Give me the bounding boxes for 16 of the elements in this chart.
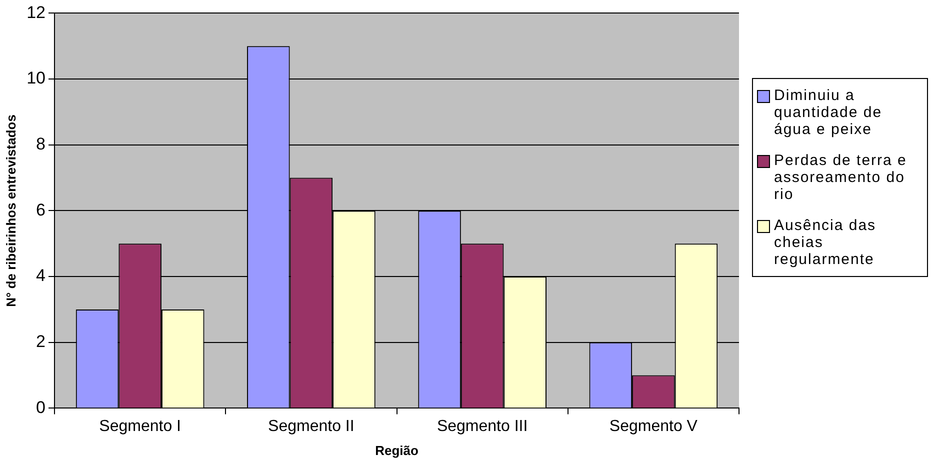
y-tick-label: 12 <box>26 2 46 22</box>
y-tick-label: 6 <box>36 200 46 220</box>
x-axis-title: Região <box>375 442 418 458</box>
y-axis-title: N° de ribeirinhos entrevistados <box>3 114 18 307</box>
legend-label: Diminuiu a quantidade de água e peixe <box>774 87 884 138</box>
y-tick-label: 0 <box>36 398 46 417</box>
y-tick-label: 2 <box>36 332 46 352</box>
legend-label: Ausência das cheias regularmente <box>774 217 878 268</box>
x-tick-label: Segmento I <box>99 418 181 436</box>
legend-label: Perdas de terra e assoreamento do rio <box>774 152 908 203</box>
y-tick-label: 8 <box>36 134 46 154</box>
y-tick-label: 4 <box>36 266 46 286</box>
y-tick-label: 10 <box>26 68 46 88</box>
x-tick-label: Segmento V <box>609 418 698 436</box>
x-tick-label: Segmento III <box>436 418 528 436</box>
x-tick-label: Segmento II <box>268 418 354 436</box>
